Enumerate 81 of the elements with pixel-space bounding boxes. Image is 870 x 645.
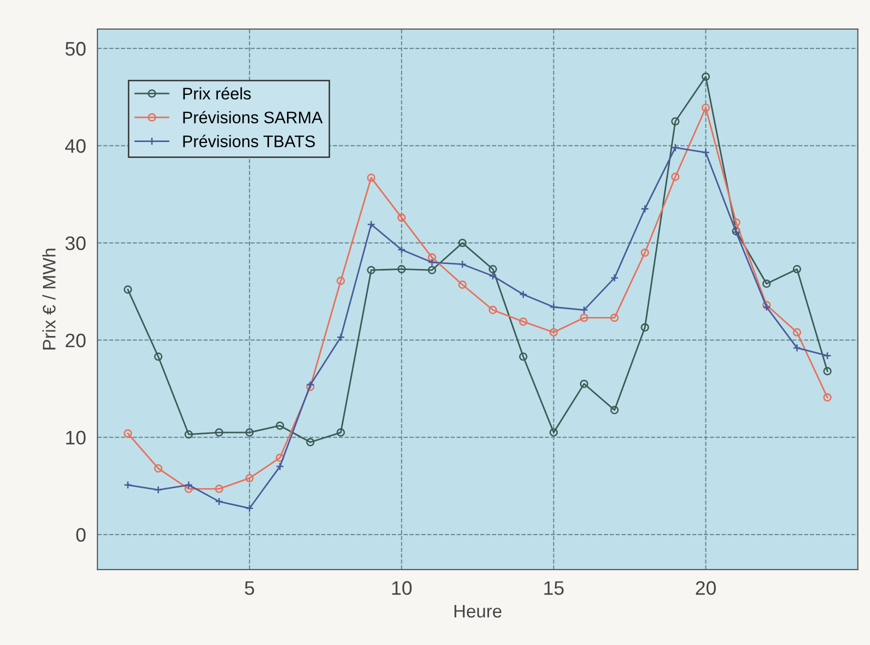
point	[610, 274, 619, 282]
point	[488, 264, 498, 274]
point	[184, 430, 193, 439]
point	[397, 213, 406, 222]
point	[640, 323, 650, 332]
point	[214, 497, 224, 506]
point	[519, 290, 528, 299]
point	[732, 218, 740, 227]
point	[671, 117, 680, 126]
point	[640, 248, 650, 257]
point	[823, 393, 832, 402]
point	[580, 306, 588, 314]
point	[610, 314, 619, 322]
point	[336, 428, 345, 437]
point	[550, 328, 558, 336]
point	[702, 148, 710, 157]
point	[124, 429, 132, 438]
y-tick-label: 20	[66, 334, 86, 348]
y-tick-label: 0	[76, 528, 86, 542]
point	[214, 428, 224, 437]
point	[245, 504, 254, 512]
point	[640, 204, 650, 214]
y-axis-title: Prix € / MWh	[42, 248, 56, 350]
point	[550, 302, 558, 312]
x-axis-title: Heure	[454, 604, 502, 618]
point	[276, 462, 284, 471]
y-tick-label: 40	[65, 139, 86, 153]
point	[397, 264, 406, 274]
point	[610, 406, 619, 414]
point	[519, 317, 528, 326]
legend-label: Prix réels	[183, 87, 251, 100]
point	[124, 480, 132, 490]
point	[397, 246, 406, 254]
x-tick-label: 5	[244, 581, 254, 595]
point	[702, 104, 710, 112]
point	[245, 428, 254, 437]
point	[367, 266, 376, 274]
point	[671, 143, 680, 152]
point	[336, 276, 345, 285]
point	[702, 72, 710, 81]
point	[458, 238, 467, 248]
point	[276, 454, 284, 462]
x-tick-label: 20	[696, 581, 716, 595]
legend-label: Prévisions TBATS	[183, 134, 315, 148]
point	[519, 352, 528, 361]
point	[428, 258, 436, 267]
point	[580, 314, 588, 322]
point	[792, 264, 802, 274]
point	[306, 438, 315, 446]
y-tick-label: 10	[66, 430, 86, 445]
point	[154, 464, 162, 473]
point	[154, 352, 162, 361]
point	[762, 280, 771, 288]
point	[184, 480, 193, 490]
point	[367, 174, 376, 182]
point	[367, 220, 376, 229]
point	[245, 474, 254, 482]
legend-label: Prévisions SARMA	[183, 110, 323, 124]
y-tick-label: 50	[65, 42, 86, 56]
point	[428, 266, 436, 274]
y-tick-label: 30	[65, 236, 86, 250]
point	[792, 328, 802, 336]
point	[823, 351, 832, 360]
point	[792, 344, 802, 352]
x-tick-label: 15	[544, 581, 564, 595]
point	[154, 486, 162, 494]
point	[488, 306, 498, 314]
point	[184, 484, 193, 494]
point	[580, 380, 588, 388]
point	[671, 172, 680, 181]
point	[428, 253, 436, 262]
point	[336, 333, 345, 342]
point	[214, 484, 224, 494]
point	[488, 272, 498, 280]
point	[458, 280, 467, 289]
point	[823, 367, 832, 376]
x-tick-label: 10	[392, 581, 412, 595]
point	[276, 421, 284, 430]
point	[124, 285, 132, 294]
point	[458, 260, 467, 268]
point	[550, 428, 558, 437]
